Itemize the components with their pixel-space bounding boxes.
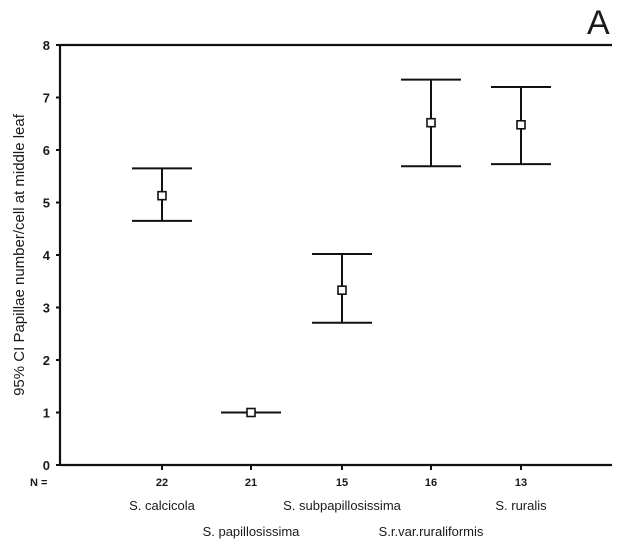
category-label: S. papillosissima <box>203 524 301 539</box>
y-tick-label: 7 <box>43 91 50 106</box>
y-tick-label: 3 <box>43 301 50 316</box>
chart-marks <box>132 78 551 418</box>
mean-marker <box>516 120 526 130</box>
mean-marker <box>157 190 167 201</box>
mean-marker <box>246 407 256 418</box>
category-label: S. calcicola <box>129 498 196 513</box>
y-tick-label: 0 <box>43 458 50 473</box>
category-label: S. ruralis <box>495 498 547 513</box>
n-value-label: 21 <box>245 477 257 489</box>
n-prefix: N = <box>30 477 47 489</box>
y-tick-label: 1 <box>43 406 50 421</box>
n-value-label: 22 <box>156 477 168 489</box>
n-value-label: 16 <box>425 477 437 489</box>
y-axis-title: 95% CI Papillae number/cell at middle le… <box>11 113 28 396</box>
y-tick-label: 2 <box>43 353 50 368</box>
mean-marker <box>426 117 436 128</box>
panel-letter: A <box>587 4 610 42</box>
y-tick-label: 8 <box>43 38 50 53</box>
axes: 0 1 2 3 4 5 6 7 8 N = 22 21 15 16 13 S. calcicola S. pap… <box>30 38 612 539</box>
category-label: S.r.var.ruraliformis <box>379 524 484 539</box>
mean-marker <box>337 285 347 295</box>
category-label: S. subpapillosissima <box>283 498 402 513</box>
y-tick-label: 5 <box>43 196 50 211</box>
n-value-label: 13 <box>515 477 527 489</box>
y-tick-label: 6 <box>43 143 50 158</box>
n-value-label: 15 <box>336 477 348 489</box>
y-tick-label: 4 <box>43 248 51 263</box>
